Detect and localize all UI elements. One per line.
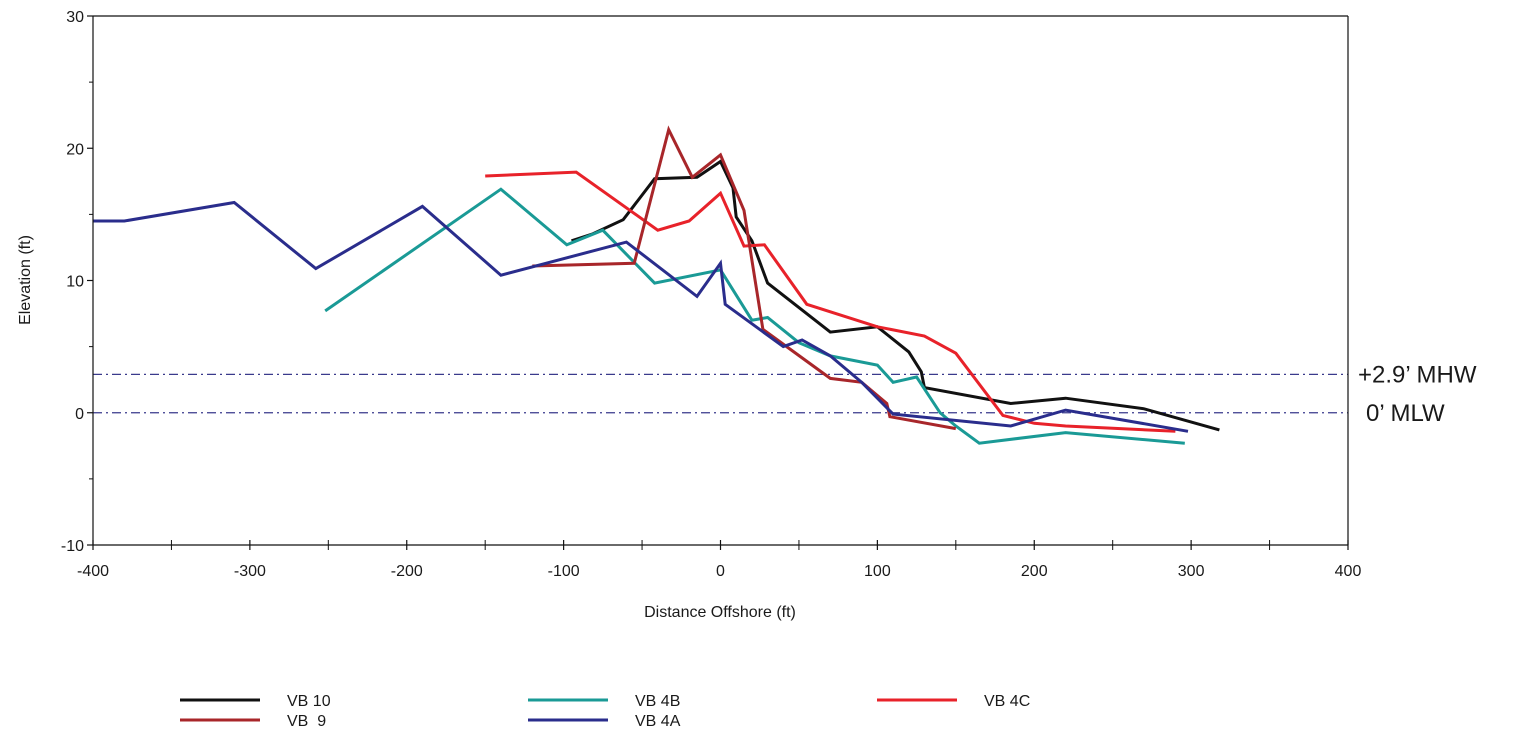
x-tick-label: -300 — [234, 563, 266, 580]
y-tick-labels: -10 0 10 20 30 — [61, 9, 84, 555]
series-line — [571, 159, 1220, 432]
x-tick-label: -400 — [77, 563, 109, 580]
x-tick-label: 300 — [1178, 563, 1205, 580]
legend-label: VB 9 — [287, 713, 326, 730]
series-line — [93, 200, 1189, 433]
reference-label: 0’ MLW — [1366, 400, 1445, 427]
series-lines — [93, 125, 1220, 445]
x-ticks — [92, 540, 1349, 550]
legend: VB 10 VB 4B VB 4C VB 9 VB 4A — [180, 693, 1030, 730]
x-axis-label: Distance Offshore (ft) — [644, 604, 796, 621]
y-axis-label: Elevation (ft) — [17, 235, 34, 325]
x-tick-label: -200 — [391, 563, 423, 580]
y-tick-label: -10 — [61, 538, 84, 555]
x-tick-label: 0 — [716, 563, 725, 580]
axes — [92, 15, 1349, 546]
legend-label: VB 4A — [635, 713, 681, 730]
legend-label: VB 10 — [287, 693, 331, 710]
legend-label: VB 4C — [984, 693, 1030, 710]
x-tick-label: 100 — [864, 563, 891, 580]
reference-label: +2.9’ MHW — [1358, 361, 1477, 388]
y-tick-label: 30 — [66, 9, 84, 26]
y-tick-label: 10 — [66, 274, 84, 291]
y-tick-label: 20 — [66, 141, 84, 158]
x-tick-labels: -400 -300 -200 -100 0 100 200 300 400 — [77, 563, 1361, 580]
x-tick-label: -100 — [548, 563, 580, 580]
y-ticks — [87, 15, 93, 546]
series-line — [485, 170, 1176, 433]
reference-labels: +2.9’ MHW 0’ MLW — [1358, 361, 1477, 426]
reference-lines — [93, 373, 1348, 414]
x-tick-label: 400 — [1335, 563, 1362, 580]
series-line — [532, 125, 957, 431]
y-tick-label: 0 — [75, 406, 84, 423]
series-line — [324, 187, 1185, 445]
x-tick-label: 200 — [1021, 563, 1048, 580]
legend-label: VB 4B — [635, 693, 680, 710]
